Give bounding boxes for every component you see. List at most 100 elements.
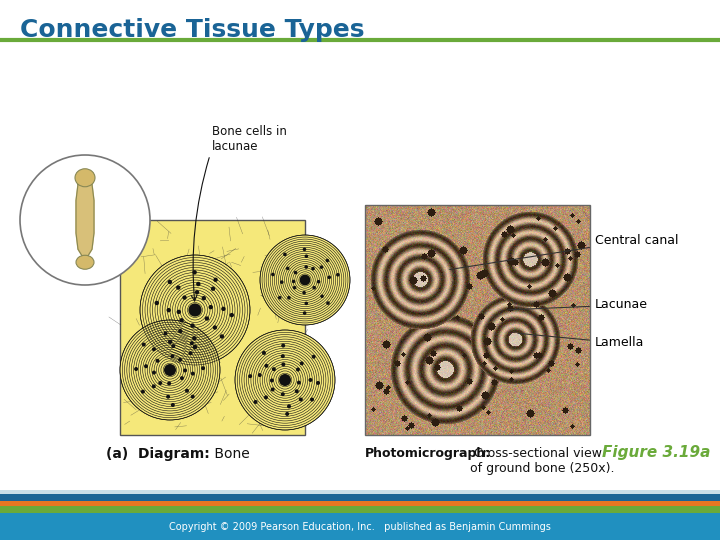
Circle shape bbox=[213, 278, 217, 282]
Circle shape bbox=[185, 389, 189, 393]
Circle shape bbox=[271, 388, 274, 392]
Circle shape bbox=[286, 267, 289, 270]
Circle shape bbox=[182, 295, 186, 300]
Circle shape bbox=[192, 270, 197, 274]
Text: Lacunae: Lacunae bbox=[508, 299, 648, 312]
Text: Central canal: Central canal bbox=[450, 233, 678, 269]
Circle shape bbox=[305, 301, 308, 305]
Text: Connective Tissue Types: Connective Tissue Types bbox=[20, 18, 364, 42]
Circle shape bbox=[312, 286, 316, 289]
Circle shape bbox=[293, 286, 297, 289]
Circle shape bbox=[190, 323, 194, 328]
Text: Cross-sectional view
of ground bone (250x).: Cross-sectional view of ground bone (250… bbox=[470, 447, 614, 475]
Circle shape bbox=[191, 372, 195, 376]
Bar bbox=[0, 506, 720, 513]
Circle shape bbox=[294, 271, 297, 274]
Circle shape bbox=[283, 253, 287, 256]
Text: Photomicrograph:: Photomicrograph: bbox=[365, 447, 491, 460]
Circle shape bbox=[336, 273, 340, 276]
Circle shape bbox=[311, 267, 315, 271]
Circle shape bbox=[192, 336, 197, 340]
Circle shape bbox=[152, 370, 156, 375]
Circle shape bbox=[303, 311, 307, 315]
Circle shape bbox=[171, 354, 174, 358]
Circle shape bbox=[230, 313, 234, 318]
Circle shape bbox=[320, 265, 323, 269]
Circle shape bbox=[262, 351, 266, 355]
Circle shape bbox=[279, 374, 291, 386]
Circle shape bbox=[167, 381, 171, 386]
Bar bbox=[365, 205, 590, 435]
Ellipse shape bbox=[76, 255, 94, 269]
Circle shape bbox=[20, 155, 150, 285]
Circle shape bbox=[294, 389, 299, 393]
Circle shape bbox=[248, 374, 252, 378]
Circle shape bbox=[302, 247, 306, 251]
Circle shape bbox=[308, 378, 312, 382]
Bar bbox=[0, 501, 720, 506]
Circle shape bbox=[201, 366, 205, 370]
Circle shape bbox=[120, 320, 220, 420]
Circle shape bbox=[287, 404, 291, 408]
Circle shape bbox=[302, 291, 306, 294]
Circle shape bbox=[281, 392, 285, 396]
Circle shape bbox=[305, 265, 308, 269]
Circle shape bbox=[281, 354, 285, 358]
Circle shape bbox=[297, 381, 301, 384]
Circle shape bbox=[253, 400, 258, 404]
Circle shape bbox=[278, 296, 282, 300]
Circle shape bbox=[141, 390, 145, 394]
Circle shape bbox=[195, 290, 199, 294]
Circle shape bbox=[189, 303, 202, 316]
Text: Bone: Bone bbox=[210, 447, 250, 461]
Circle shape bbox=[152, 347, 156, 352]
Circle shape bbox=[272, 367, 276, 371]
Circle shape bbox=[158, 381, 162, 385]
Bar bbox=[0, 490, 720, 494]
Ellipse shape bbox=[75, 168, 95, 187]
Circle shape bbox=[296, 368, 300, 372]
Circle shape bbox=[164, 364, 176, 376]
Circle shape bbox=[271, 273, 275, 276]
Circle shape bbox=[260, 235, 350, 325]
Circle shape bbox=[171, 344, 175, 348]
Text: (a)  Diagram:: (a) Diagram: bbox=[107, 447, 210, 461]
Circle shape bbox=[152, 384, 156, 388]
Circle shape bbox=[168, 340, 172, 344]
Circle shape bbox=[163, 332, 168, 335]
Circle shape bbox=[258, 373, 262, 377]
Text: Bone cells in
lacunae: Bone cells in lacunae bbox=[212, 125, 287, 153]
Circle shape bbox=[325, 259, 329, 262]
Circle shape bbox=[179, 318, 184, 322]
Circle shape bbox=[166, 395, 170, 399]
Circle shape bbox=[305, 254, 308, 258]
Bar bbox=[120, 220, 305, 435]
Circle shape bbox=[212, 325, 217, 330]
Circle shape bbox=[191, 395, 194, 399]
Circle shape bbox=[299, 397, 303, 402]
Polygon shape bbox=[76, 184, 94, 256]
Circle shape bbox=[140, 255, 250, 365]
Circle shape bbox=[156, 359, 160, 363]
Circle shape bbox=[264, 395, 268, 400]
Circle shape bbox=[320, 294, 324, 298]
Circle shape bbox=[220, 334, 224, 339]
Circle shape bbox=[221, 307, 225, 311]
Circle shape bbox=[300, 361, 304, 366]
Circle shape bbox=[183, 368, 187, 373]
Circle shape bbox=[211, 287, 215, 291]
Circle shape bbox=[287, 296, 291, 300]
Circle shape bbox=[193, 345, 197, 349]
Circle shape bbox=[168, 280, 172, 284]
Circle shape bbox=[270, 379, 274, 382]
Circle shape bbox=[166, 308, 171, 312]
Circle shape bbox=[326, 301, 330, 305]
Circle shape bbox=[310, 397, 314, 402]
Circle shape bbox=[134, 367, 138, 371]
Circle shape bbox=[176, 309, 181, 314]
Circle shape bbox=[202, 296, 206, 300]
Circle shape bbox=[189, 351, 193, 355]
Circle shape bbox=[176, 286, 181, 290]
Circle shape bbox=[316, 381, 320, 385]
Circle shape bbox=[300, 275, 310, 286]
